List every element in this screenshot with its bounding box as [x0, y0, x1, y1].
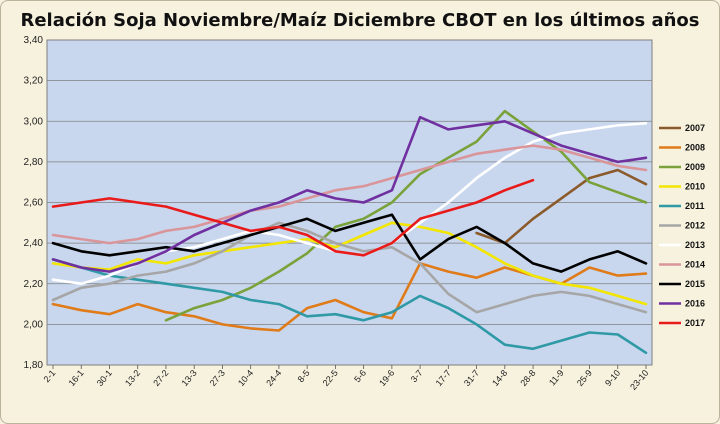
- x-tick-label: 17-7: [434, 368, 453, 388]
- legend-label-2007: 2007: [685, 123, 705, 133]
- y-tick-label: 1,80: [24, 360, 44, 371]
- legend-label-2008: 2008: [685, 143, 705, 153]
- x-tick-label: 10-4: [236, 368, 255, 388]
- x-tick-label: 11-9: [547, 368, 566, 388]
- y-tick-label: 3,00: [24, 116, 44, 127]
- legend-label-2012: 2012: [685, 221, 705, 231]
- legend-label-2015: 2015: [685, 279, 705, 289]
- x-tick-label: 14-8: [490, 368, 509, 388]
- series-line-2016: [51, 115, 648, 273]
- x-tick-label: 22-5: [321, 368, 340, 388]
- y-tick-label: 2,00: [24, 319, 44, 330]
- x-tick-label: 9-10: [603, 368, 622, 388]
- y-tick-label: 2,80: [24, 157, 44, 168]
- x-tick-label: 31-7: [462, 368, 481, 388]
- legend-label-2013: 2013: [685, 240, 705, 250]
- y-tick-label: 2,60: [24, 198, 44, 209]
- x-tick-label: 5-6: [352, 368, 368, 384]
- series-line-2015: [51, 213, 648, 273]
- x-tick-label: 13-2: [123, 368, 142, 388]
- x-tick-label: 8-5: [296, 368, 312, 384]
- series-line-2011: [51, 258, 648, 355]
- series-line-2014: [51, 144, 648, 245]
- x-tick-label: 27-3: [208, 368, 227, 388]
- chart-title: Relación Soja Noviembre/Maíz Diciembre C…: [20, 10, 700, 31]
- legend-label-2014: 2014: [685, 260, 705, 270]
- x-tick-label: 25-9: [575, 368, 594, 388]
- legend-label-2009: 2009: [685, 162, 705, 172]
- grid: [47, 39, 652, 366]
- x-tick-label: 16-1: [67, 368, 86, 388]
- legend-label-2016: 2016: [685, 299, 705, 309]
- x-tick-label: 27-2: [151, 368, 170, 388]
- x-tick-label: 23-10: [628, 368, 650, 392]
- legend-label-2011: 2011: [685, 201, 705, 211]
- legend-label-2017: 2017: [685, 318, 705, 328]
- y-tick-label: 3,20: [24, 76, 44, 87]
- y-axis: 1,80 2,00 2,20 2,40 2,60 2,80 3,00 3,20 3,40: [24, 35, 44, 371]
- series-line-2009: [164, 109, 648, 322]
- series-line-2017: [51, 178, 535, 257]
- x-tick-label: 28-8: [518, 368, 537, 388]
- y-tick-label: 2,20: [24, 279, 44, 290]
- series-line-2012: [51, 221, 648, 314]
- y-tick-label: 2,40: [24, 238, 44, 249]
- legend: 2007 2008 2009 2010 2011 2012 2013 2014 2015 2016…: [659, 123, 705, 328]
- series-lines: [51, 109, 648, 355]
- x-tick-label: 13-3: [179, 368, 198, 388]
- x-axis: 2-1 16-1 30-1 13-2 27-2 13-3 27-3 10-4 24-4 8-5 22…: [42, 365, 651, 392]
- x-tick-label: 19-6: [377, 368, 396, 388]
- legend-label-2010: 2010: [685, 182, 705, 192]
- x-tick-label: 3-7: [409, 368, 425, 384]
- y-tick-label: 3,40: [24, 35, 44, 46]
- x-tick-label: 24-4: [264, 368, 283, 388]
- x-tick-label: 2-1: [42, 368, 58, 384]
- x-tick-label: 30-1: [95, 368, 114, 388]
- series-line-2010: [51, 221, 648, 306]
